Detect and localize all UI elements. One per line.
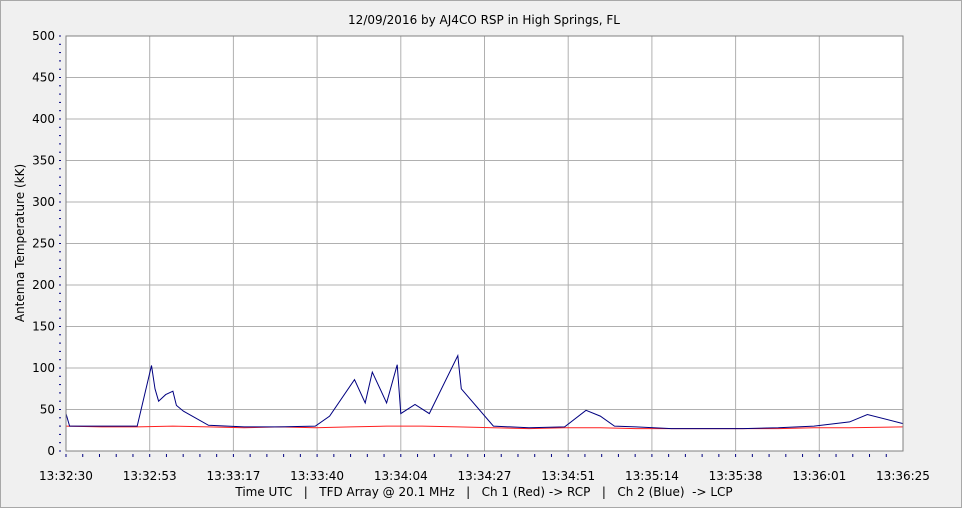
y-tick-label: 300	[32, 195, 55, 209]
plot-area: 0 50 100 150 200 250 300 350 400 450 500 13:32:30 13…	[32, 29, 930, 483]
x-tick-label: 13:34:27	[458, 469, 512, 483]
y-tick-label: 0	[47, 444, 55, 458]
x-tick-label: 13:34:51	[541, 469, 595, 483]
chart-title: 12/09/2016 by AJ4CO RSP in High Springs,…	[348, 13, 620, 27]
x-axis-label: Time UTC | TFD Array @ 20.1 MHz | Ch 1 (…	[234, 485, 732, 499]
y-tick-label: 450	[32, 71, 55, 85]
x-tick-label: 13:35:38	[709, 469, 763, 483]
y-tick-label: 50	[40, 403, 55, 417]
y-tick-label: 500	[32, 29, 55, 43]
y-tick-label: 100	[32, 361, 55, 375]
y-tick-label: 400	[32, 112, 55, 126]
x-tick-label: 13:32:30	[39, 469, 93, 483]
x-tick-label: 13:32:53	[123, 469, 177, 483]
x-tick-label: 13:34:04	[374, 469, 428, 483]
x-tick-label: 13:36:25	[876, 469, 930, 483]
y-tick-label: 250	[32, 237, 55, 251]
y-tick-label: 200	[32, 278, 55, 292]
plot-border	[65, 35, 904, 452]
x-tick-label: 13:33:17	[206, 469, 260, 483]
x-tick-label: 13:33:40	[290, 469, 344, 483]
y-tick-label: 350	[32, 154, 55, 168]
x-tick-label: 13:36:01	[792, 469, 846, 483]
x-tick-label: 13:35:14	[625, 469, 679, 483]
y-axis-label: Antenna Temperature (kK)	[13, 164, 27, 322]
series-line-2	[65, 353, 904, 430]
y-tick-label: 150	[32, 320, 55, 334]
